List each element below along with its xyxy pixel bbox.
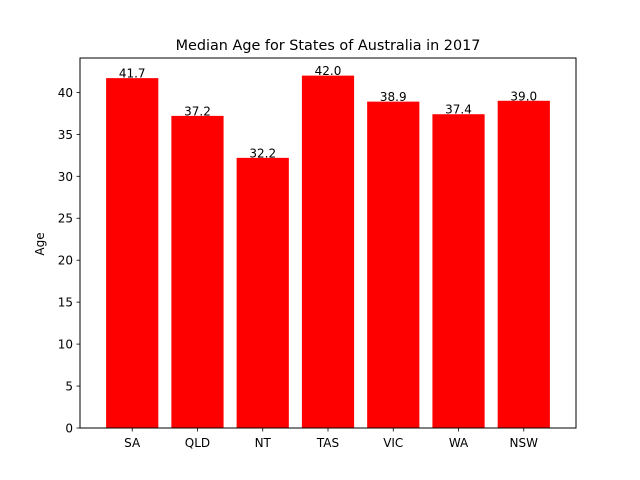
- bars-layer: [106, 75, 550, 429]
- chart-title: Median Age for States of Australia in 20…: [176, 38, 481, 54]
- x-tick-label-wa: WA: [449, 436, 469, 450]
- bar-value-label-qld: 37.2: [184, 104, 211, 118]
- bar-tas: [301, 75, 355, 428]
- x-tick-label-tas: TAS: [316, 436, 339, 450]
- x-tick-label-nsw: NSW: [510, 436, 539, 450]
- plot-frame: [79, 57, 577, 429]
- bar-nsw: [497, 100, 550, 428]
- value-labels-layer: 41.7 37.2 32.2 42.0 38.9 37.4 39.0: [119, 64, 537, 160]
- y-tick-label-30: 30: [58, 170, 73, 184]
- x-tick-label-vic: VIC: [383, 436, 403, 450]
- bar-value-label-sa: 41.7: [119, 67, 146, 81]
- bar-value-label-nt: 32.2: [249, 146, 276, 160]
- y-axis-label: Age: [33, 232, 47, 255]
- y-tick-label-15: 15: [58, 296, 73, 310]
- bar-value-label-wa: 37.4: [445, 103, 472, 117]
- bar-nt: [236, 157, 289, 429]
- y-tick-label-40: 40: [58, 86, 73, 100]
- bar-wa: [432, 114, 485, 429]
- bar-qld: [171, 115, 224, 428]
- y-tick-label-25: 25: [58, 212, 73, 226]
- y-tick-label-10: 10: [58, 338, 73, 352]
- x-tick-label-sa: SA: [124, 436, 141, 450]
- y-tick-label-0: 0: [65, 422, 73, 436]
- y-axis-ticks: 0 5 10 15 20 25 30 35 40: [58, 86, 80, 436]
- bar-vic: [367, 101, 420, 429]
- bar-value-label-tas: 42.0: [315, 64, 342, 78]
- y-tick-label-5: 5: [65, 380, 73, 394]
- bar-value-label-nsw: 39.0: [510, 89, 537, 103]
- bar-sa: [106, 78, 159, 429]
- y-tick-label-35: 35: [58, 128, 73, 142]
- x-axis-ticks: SA QLD NT TAS VIC WA NSW: [124, 428, 538, 450]
- bar-value-label-vic: 38.9: [380, 90, 407, 104]
- y-tick-label-20: 20: [58, 254, 73, 268]
- x-tick-label-qld: QLD: [185, 436, 210, 450]
- x-tick-label-nt: NT: [255, 436, 272, 450]
